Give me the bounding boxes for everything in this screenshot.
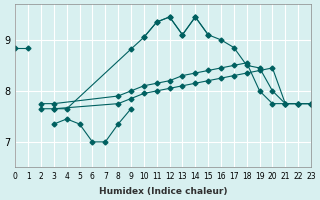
X-axis label: Humidex (Indice chaleur): Humidex (Indice chaleur) [99, 187, 228, 196]
